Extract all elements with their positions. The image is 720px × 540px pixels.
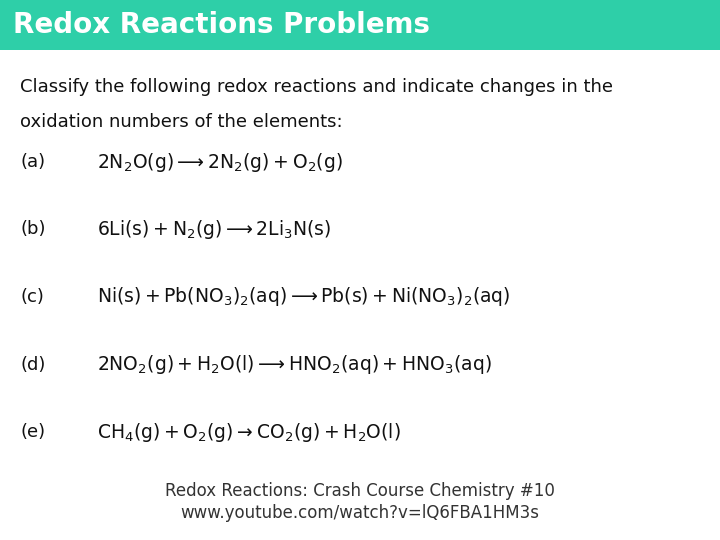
Text: (e): (e): [20, 423, 45, 441]
Text: Redox Reactions: Crash Course Chemistry #10: Redox Reactions: Crash Course Chemistry …: [165, 482, 555, 501]
Text: $\mathregular{2N_{2}O(g)\longrightarrow 2N_{2}(g) + O_{2}(g)}$: $\mathregular{2N_{2}O(g)\longrightarrow …: [97, 151, 343, 173]
Bar: [0, 0, 720, 50]
Text: Classify the following redox reactions and indicate changes in the: Classify the following redox reactions a…: [20, 78, 613, 96]
Text: $\mathregular{Ni(s)+Pb(NO_{3})_{2}(aq)\longrightarrow Pb(s)+Ni(NO_{3})_{2}(aq)}$: $\mathregular{Ni(s)+Pb(NO_{3})_{2}(aq)\l…: [97, 286, 510, 308]
Text: (d): (d): [20, 355, 45, 374]
Text: $\mathregular{CH_{4}(g) + O_{2}(g) \rightarrow  CO_{2}(g) +  H_{2}O(l)}$: $\mathregular{CH_{4}(g) + O_{2}(g) \righ…: [97, 421, 401, 443]
Text: (c): (c): [20, 288, 44, 306]
Text: (b): (b): [20, 220, 45, 239]
Text: oxidation numbers of the elements:: oxidation numbers of the elements:: [20, 113, 343, 131]
Text: Redox Reactions Problems: Redox Reactions Problems: [13, 11, 430, 39]
Text: www.youtube.com/watch?v=lQ6FBA1HM3s: www.youtube.com/watch?v=lQ6FBA1HM3s: [181, 504, 539, 522]
Text: $\mathregular{2NO_{2}(g)+H_{2}O(l)\longrightarrow HNO_{2}(aq)+HNO_{3}(aq)}$: $\mathregular{2NO_{2}(g)+H_{2}O(l)\longr…: [97, 353, 492, 376]
Text: $\mathregular{6Li(s)+N_{2}(g)\longrightarrow 2Li_{3}N(s)}$: $\mathregular{6Li(s)+N_{2}(g)\longrighta…: [97, 218, 331, 241]
Text: (a): (a): [20, 153, 45, 171]
